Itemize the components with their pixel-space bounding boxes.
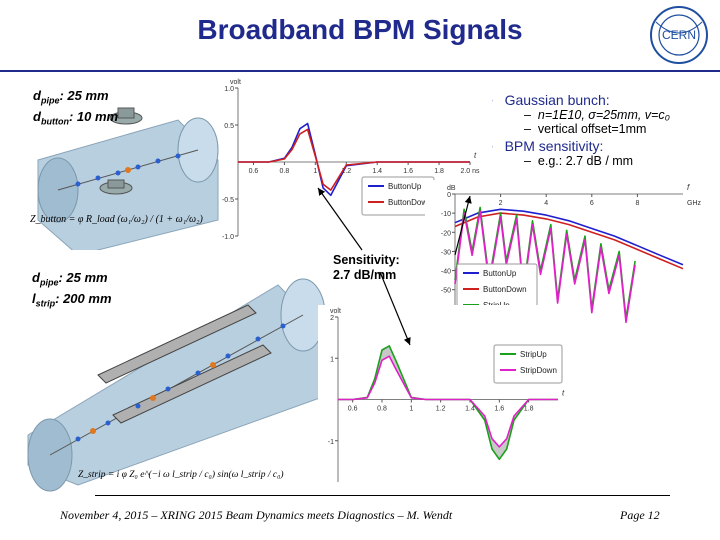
y-tick-label: -1	[328, 439, 334, 446]
y-tick-label: -50	[441, 288, 451, 295]
x-tick-label: 2	[499, 200, 503, 207]
x-tick-label: 1.4	[465, 406, 475, 413]
d-button-subscript: button	[40, 116, 69, 127]
slide-title: Broadband BPM Signals	[197, 14, 523, 45]
x-tick-label: 0.8	[377, 406, 387, 413]
legend-label: ButtonDown	[388, 198, 432, 207]
page-number: Page 12	[620, 508, 660, 522]
legend-label: StripUp	[520, 350, 547, 359]
footer-text: November 4, 2015 – XRING 2015 Beam Dynam…	[60, 508, 453, 522]
legend-label: ButtonUp	[483, 269, 517, 278]
x-tick-label: 8	[635, 200, 639, 207]
y-tick-label: 0	[447, 192, 451, 199]
bullet-gaussian: • Gaussian bunch:	[488, 92, 610, 108]
sensitivity-label-line: Sensitivity:	[333, 253, 400, 267]
y-tick-label: -10	[441, 211, 451, 218]
x-tick-label: 1	[313, 168, 317, 175]
x-axis-label: t	[562, 389, 565, 398]
d-pipe-subscript-2: pipe	[39, 277, 59, 288]
y-tick-label: -30	[441, 249, 451, 256]
x-tick-label: 0.6	[348, 406, 358, 413]
legend-label: ButtonUp	[388, 182, 422, 191]
bullet-sub: – n=1E10, σ=25mm, v=c₀	[524, 108, 670, 122]
d-pipe-subscript: pipe	[40, 95, 60, 106]
cern-logo: CERN	[650, 6, 708, 64]
footer-rule	[95, 495, 670, 496]
bullet-list: • Gaussian bunch: – n=1E10, σ=25mm, v=c₀…	[488, 92, 713, 168]
sensitivity-label-line: 2.7 dB/mm	[333, 268, 397, 282]
x-tick-label: 4	[544, 200, 548, 207]
l-strip-symbol: l	[32, 290, 36, 306]
l-strip-value: : 200 mm	[55, 290, 112, 306]
x-tick-label: 1.2	[436, 406, 446, 413]
y-tick-label: -1.0	[222, 234, 234, 241]
y-axis-label: volt	[230, 79, 241, 86]
button-impedance-formula: Z_button = φ R_load (ω₁/ω₂) / (1 + ω₁/ω₂…	[30, 214, 203, 225]
y-tick-label: 2	[330, 315, 334, 322]
x-axis-label: t	[474, 151, 477, 160]
y-tick-label: -0.5	[222, 197, 234, 204]
bullet-sensitivity: • BPM sensitivity:	[488, 138, 604, 154]
x-tick-label: 6	[590, 200, 594, 207]
x-tick-label: 1.4	[372, 168, 382, 175]
x-tick-label: 1	[409, 406, 413, 413]
y-axis-label: dB	[447, 185, 456, 192]
series-line	[238, 128, 470, 191]
bullet-sub: – e.g.: 2.7 dB / mm	[524, 154, 634, 168]
series-line	[338, 355, 558, 448]
stripline-bpm-illustration	[27, 278, 329, 492]
d-pipe-value-2: : 25 mm	[58, 270, 108, 285]
y-axis-label: volt	[330, 308, 341, 315]
x-tick-label: 1.8	[524, 406, 534, 413]
legend-label: ButtonDown	[483, 285, 527, 294]
x-unit-label: GHz	[687, 200, 702, 207]
y-tick-label: -40	[441, 269, 451, 276]
l-strip-subscript: strip	[35, 298, 56, 309]
bullet-text: BPM sensitivity:	[504, 138, 604, 154]
x-tick-label: 2.0 ns	[460, 168, 480, 175]
button-dimensions: dpipe: 25 mm dbutton: 10 mm	[33, 88, 118, 129]
y-tick-label: -20	[441, 230, 451, 237]
sensitivity-label: Sensitivity: 2.7 dB/mm	[333, 253, 400, 283]
title-rule	[0, 70, 720, 72]
x-tick-label: 1.8	[434, 168, 444, 175]
chart-background	[318, 305, 578, 490]
logo-text: CERN	[662, 28, 696, 42]
d-pipe-symbol-2: d	[32, 270, 40, 285]
bullet-sub: – vertical offset=1mm	[524, 122, 647, 136]
d-pipe-symbol: d	[33, 88, 41, 103]
bullet-sub-text: n=1E10, σ=25mm, v=c₀	[537, 108, 670, 122]
series-line	[454, 210, 636, 324]
bullet-sub-text: vertical offset=1mm	[537, 122, 647, 136]
d-button-value: : 10 mm	[68, 108, 119, 124]
strip-impedance-formula: Z_strip = i φ Z₀ e^(−i ω l_strip / c₀) s…	[78, 470, 284, 480]
strip-dimensions: dpipe: 25 mm lstrip: 200 mm	[32, 270, 112, 311]
series-line	[454, 212, 684, 270]
button-bpm-illustration	[37, 107, 219, 250]
x-tick-label: 1.6	[494, 406, 504, 413]
legend-label: StripDown	[520, 366, 557, 375]
x-tick-label: 0.8	[280, 168, 290, 175]
bullet-text: Gaussian bunch:	[504, 92, 610, 108]
bullet-sub-text: e.g.: 2.7 dB / mm	[537, 154, 634, 168]
x-tick-label: 1.2	[341, 168, 351, 175]
x-tick-label: 0.6	[249, 168, 259, 175]
d-button-symbol: d	[33, 108, 41, 124]
chart-strip-time: 1 -1 2 0.6 0.8 1 1.2 1.4 1.6 1.8 volt t StripUp Strip…	[318, 305, 578, 490]
y-tick-label: 0.5	[224, 123, 234, 130]
series-line	[454, 208, 684, 266]
y-tick-label: 1.0	[224, 86, 234, 93]
x-tick-label: 1.6	[403, 168, 413, 175]
y-tick-label: 1	[330, 356, 334, 363]
x-axis-label: f	[687, 183, 690, 192]
d-pipe-value: : 25 mm	[59, 88, 109, 103]
